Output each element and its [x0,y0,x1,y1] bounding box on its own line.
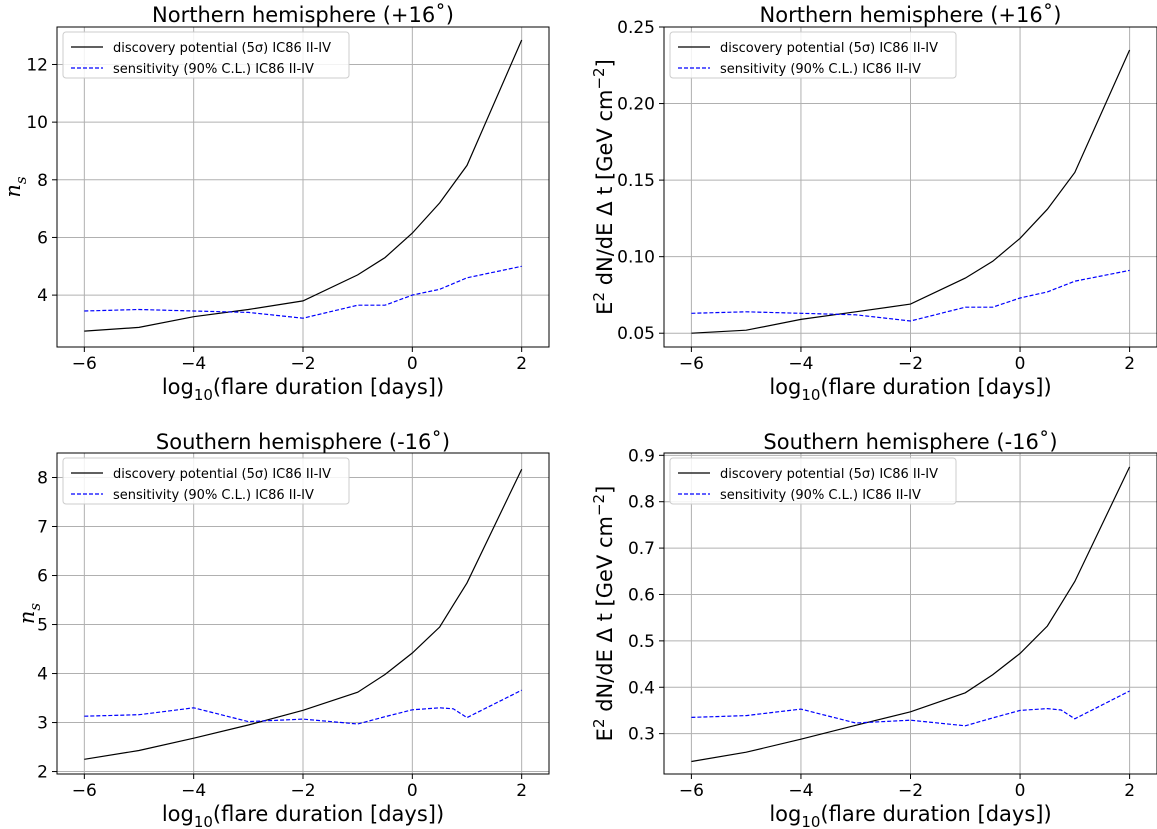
y-tick-label: 0.15 [617,171,655,191]
legend: discovery potential (5σ) IC86 II-IV sensi… [669,31,957,79]
y-tick-label: 0.9 [628,446,655,466]
y-tick-label: 8 [37,171,48,191]
legend: discovery potential (5σ) IC86 II-IV sensi… [62,31,350,79]
y-tick-label: 4 [37,665,48,685]
legend: discovery potential (5σ) IC86 II-IV sensi… [669,457,957,505]
legend-frame [669,457,957,505]
legend-discovery-label: discovery potential (5σ) IC86 II-IV [720,467,938,482]
sensitivity-line [691,690,1130,727]
y-tick-label: 10 [26,113,48,133]
chart-panel-2: −6 −4 −2 0 2 0.05 0.10 0.15 0.20 0.25 Northern hem… [590,3,1157,404]
y-tick-label: 0.20 [617,95,655,115]
y-tick-label: 0.5 [628,632,655,652]
x-tick-label: −6 [72,354,97,374]
y-tick-label: 12 [26,55,48,75]
y-tick-label: 0.3 [628,725,655,745]
x-tick-label: −4 [181,354,206,374]
discovery-potential-line [691,466,1131,763]
x-axis-label: log10(flare duration [days]) [162,375,444,404]
x-tick-label: −4 [181,781,206,801]
x-tick-label: −4 [788,354,813,374]
legend-sensitivity-label: sensitivity (90% C.L.) IC86 II-IV [113,62,314,77]
sensitivity-line [84,265,522,319]
x-tick-label: 0 [407,781,418,801]
x-tick-label: −6 [72,781,97,801]
chart-panel-4: −6 −4 −2 0 2 0.3 0.4 0.5 0.6 0.7 0.8 0.9 Southern he… [590,430,1157,829]
y-tick-label: 0.4 [628,678,655,698]
sensitivity-line [84,689,522,725]
y-tick-label: 2 [37,763,48,783]
y-tick-label: 3 [37,714,48,734]
legend-sensitivity-label: sensitivity (90% C.L.) IC86 II-IV [720,62,921,77]
sensitivity-line [691,269,1130,322]
x-tick-label: 0 [1015,354,1026,374]
legend-discovery-label: discovery potential (5σ) IC86 II-IV [113,467,331,482]
y-tick-label: 0.6 [628,585,655,605]
x-tick-label: −2 [898,781,923,801]
x-tick-label: 2 [1124,354,1135,374]
y-tick-label: 0.05 [617,324,655,344]
x-tick-label: 0 [407,354,418,374]
panel-title: Southern hemisphere (-16˚) [763,430,1057,454]
legend-sensitivity-label: sensitivity (90% C.L.) IC86 II-IV [720,488,921,503]
panel-title: Southern hemisphere (-16˚) [156,430,450,454]
x-tick-label: −2 [290,354,315,374]
x-tick-label: 2 [516,781,527,801]
panel-title: Northern hemisphere (+16˚) [760,3,1062,27]
y-axis-label: ns [15,603,44,625]
discovery-potential-line [691,49,1131,334]
y-tick-label: 5 [37,616,48,636]
legend-discovery-label: discovery potential (5σ) IC86 II-IV [720,41,938,56]
y-axis-label: E2 dN/dE Δ t [GeV cm−2] [590,59,617,315]
x-tick-label: −2 [898,354,923,374]
x-tick-label: −4 [788,781,813,801]
y-tick-label: 6 [37,567,48,587]
panel-title: Northern hemisphere (+16˚) [152,3,454,27]
x-axis-label: log10(flare duration [days]) [769,802,1051,829]
discovery-potential-line [84,39,523,332]
chart-panel-1: −6 −4 −2 0 2 4 6 8 10 12 Northern hemisphere (+16˚… [1,3,550,404]
legend-frame [669,31,957,79]
y-tick-label: 0.8 [628,493,655,513]
legend-discovery-label: discovery potential (5σ) IC86 II-IV [113,41,331,56]
y-axis-label: ns [1,176,30,198]
y-axis-label: E2 dN/dE Δ t [GeV cm−2] [590,486,617,742]
legend-frame [62,31,350,79]
x-tick-label: −6 [679,354,704,374]
legend-sensitivity-label: sensitivity (90% C.L.) IC86 II-IV [113,488,314,503]
legend-frame [62,457,350,505]
discovery-potential-line [84,468,523,760]
x-axis-label: log10(flare duration [days]) [162,802,444,829]
x-tick-label: −2 [290,781,315,801]
y-tick-label: 7 [37,518,48,538]
legend: discovery potential (5σ) IC86 II-IV sensi… [62,457,350,505]
y-tick-label: 0.10 [617,248,655,268]
x-tick-label: 2 [1124,781,1135,801]
x-tick-label: 0 [1015,781,1026,801]
x-axis-label: log10(flare duration [days]) [769,375,1051,404]
y-tick-label: 8 [37,469,48,489]
x-tick-label: −6 [679,781,704,801]
chart-panel-3: −6 −4 −2 0 2 2 3 4 5 6 7 8 Southern hemisphere (-16˚… [15,430,550,829]
x-tick-label: 2 [516,354,527,374]
y-tick-label: 0.25 [617,18,655,38]
y-tick-label: 6 [37,228,48,248]
y-tick-label: 4 [37,286,48,306]
y-tick-label: 0.7 [628,539,655,559]
